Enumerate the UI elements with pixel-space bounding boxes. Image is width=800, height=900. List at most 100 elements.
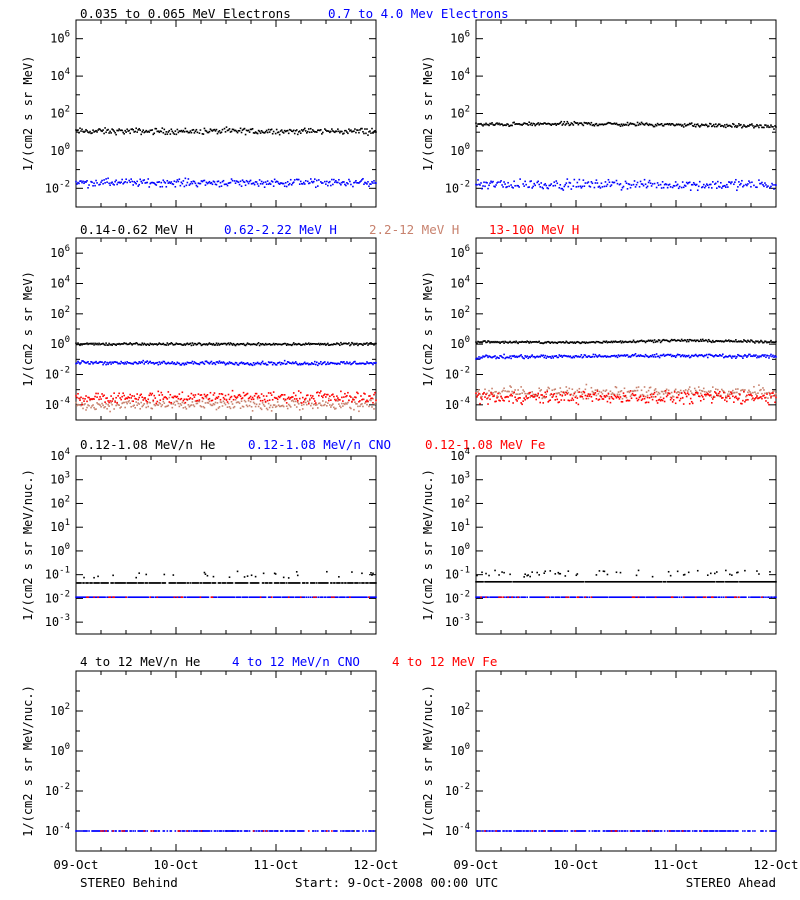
data-point — [754, 580, 756, 583]
data-point — [497, 356, 499, 359]
data-point — [667, 123, 670, 126]
data-point — [475, 392, 477, 395]
data-point — [231, 389, 234, 392]
data-point — [488, 184, 490, 187]
data-point — [680, 338, 683, 341]
data-point — [523, 341, 525, 343]
data-point — [364, 363, 366, 365]
data-point — [581, 341, 584, 343]
data-point — [639, 395, 642, 398]
data-point — [748, 340, 750, 343]
data-point — [330, 596, 332, 599]
data-point — [162, 179, 165, 182]
data-point — [366, 183, 368, 185]
data-point — [621, 397, 624, 400]
data-point — [674, 356, 677, 359]
data-point — [278, 361, 281, 364]
data-point — [201, 396, 204, 399]
data-point — [625, 341, 628, 343]
data-point — [488, 124, 490, 127]
data-point — [80, 582, 82, 584]
data-point — [611, 596, 614, 599]
data-point — [582, 124, 585, 127]
data-point — [222, 582, 225, 584]
data-point — [522, 400, 524, 402]
data-point — [514, 341, 516, 344]
data-point — [304, 397, 307, 400]
data-point — [697, 580, 700, 583]
data-point — [518, 580, 520, 583]
data-point — [370, 397, 372, 400]
data-point — [636, 340, 639, 342]
data-point — [475, 580, 477, 583]
data-point — [132, 582, 134, 584]
data-point — [306, 582, 309, 584]
data-point — [593, 186, 596, 189]
data-point — [103, 132, 105, 135]
data-point — [588, 355, 591, 357]
data-point — [752, 580, 754, 583]
data-point — [760, 388, 762, 391]
data-point — [495, 357, 497, 360]
data-point — [590, 181, 593, 183]
data-point — [595, 355, 598, 357]
data-point — [576, 340, 579, 343]
data-point — [573, 596, 576, 599]
data-point — [676, 353, 679, 356]
data-point — [350, 343, 352, 346]
data-point — [237, 401, 240, 403]
data-point — [136, 596, 139, 599]
data-point — [250, 398, 253, 401]
data-point — [621, 340, 624, 343]
data-point — [631, 580, 634, 583]
data-point — [329, 180, 331, 183]
data-point — [739, 124, 741, 127]
data-point — [676, 183, 679, 186]
data-point — [576, 389, 579, 392]
data-point — [530, 180, 532, 182]
data-point — [285, 582, 288, 584]
data-point — [716, 580, 718, 583]
data-point — [655, 186, 658, 189]
data-point — [159, 185, 162, 188]
data-point — [726, 183, 728, 186]
data-point — [320, 360, 322, 363]
data-point — [548, 355, 551, 358]
data-point — [240, 185, 243, 188]
data-point — [98, 398, 100, 401]
data-point — [216, 132, 219, 135]
data-point — [133, 395, 135, 397]
data-point — [339, 344, 341, 347]
data-point — [670, 338, 673, 341]
data-point — [268, 361, 271, 364]
y-tick-label: 106 — [50, 244, 70, 260]
data-point — [238, 183, 241, 186]
data-point — [177, 596, 180, 599]
data-point — [286, 361, 289, 363]
data-point — [91, 181, 93, 184]
data-point — [542, 123, 545, 125]
data-point — [227, 582, 230, 584]
data-point — [557, 580, 560, 583]
data-point — [322, 343, 324, 345]
data-point — [212, 394, 215, 396]
data-point — [579, 185, 582, 188]
data-point — [623, 124, 626, 126]
data-point — [349, 406, 351, 409]
data-point — [333, 343, 335, 345]
data-point — [195, 400, 198, 402]
data-point — [734, 181, 736, 183]
data-point — [692, 339, 695, 342]
data-point — [653, 580, 656, 583]
data-point — [271, 343, 274, 346]
data-point — [642, 394, 645, 397]
data-point — [126, 397, 128, 400]
data-point — [101, 393, 103, 395]
data-point — [244, 582, 247, 584]
data-point — [513, 340, 515, 343]
data-point — [115, 179, 117, 182]
data-point — [537, 180, 540, 183]
data-point — [630, 123, 633, 125]
data-point — [328, 181, 330, 184]
data-point — [108, 405, 110, 407]
